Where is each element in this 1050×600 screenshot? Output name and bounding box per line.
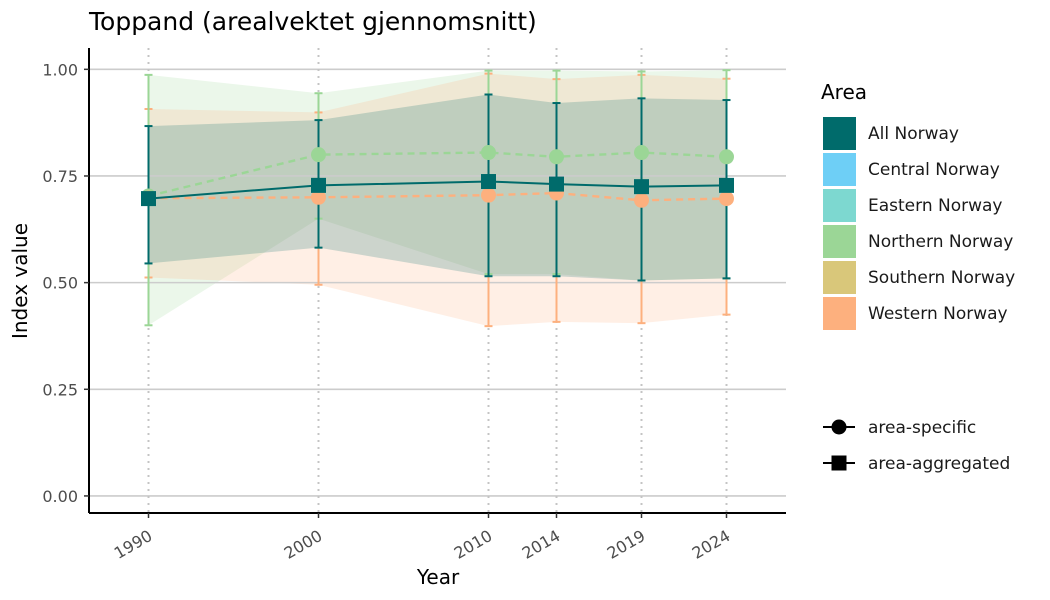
series-lines [148, 151, 727, 202]
line-northern-norway [148, 151, 727, 198]
legend-label-southern-norway: Southern Norway [868, 268, 1015, 288]
point-northern-norway [549, 149, 564, 165]
legend-shape-area-specific [831, 419, 847, 435]
axes [84, 48, 786, 518]
x-tick-label: 2019 [604, 526, 649, 563]
point-northern-norway [311, 147, 326, 163]
legend-shape-label-area-aggregated: area-aggregated [868, 454, 1010, 474]
point-all-norway [141, 191, 156, 207]
legend-swatch-all-norway [823, 117, 856, 150]
legend-shape-label-area-specific: area-specific [868, 418, 976, 438]
legend-title: Area [821, 80, 867, 104]
y-tick-label: 0.75 [42, 167, 78, 186]
point-northern-norway [634, 145, 649, 161]
point-western-norway [634, 192, 649, 208]
band-northern-norway [148, 70, 727, 326]
x-tick-label: 2010 [451, 526, 496, 563]
y-axis-title: Index value [8, 223, 32, 339]
confidence-bands [148, 70, 727, 327]
legend-swatch-northern-norway [823, 225, 856, 258]
legend-label-central-norway: Central Norway [868, 160, 1000, 180]
point-all-norway [634, 179, 649, 195]
line-all-norway [148, 180, 727, 200]
legend-swatch-western-norway [823, 297, 856, 330]
point-northern-norway [481, 145, 496, 161]
legend-label-all-norway: All Norway [868, 124, 959, 144]
legend-label-western-norway: Western Norway [868, 304, 1008, 324]
legend-shape-area-aggregated [831, 455, 847, 471]
x-tick-label: 2024 [689, 526, 734, 563]
legend-swatch-central-norway [823, 153, 856, 186]
legend-swatch-eastern-norway [823, 189, 856, 222]
y-tick-label: 0.00 [42, 487, 78, 506]
y-tick-label: 1.00 [42, 60, 78, 79]
x-tick-label: 1990 [111, 526, 156, 563]
x-axis-title: Year [416, 565, 460, 589]
chart-title: Toppand (arealvektet gjennomsnitt) [88, 7, 537, 36]
legend-label-eastern-norway: Eastern Norway [868, 196, 1003, 216]
data-points [141, 145, 734, 208]
point-western-norway [311, 189, 326, 205]
y-tick-label: 0.50 [42, 274, 78, 293]
point-all-norway [481, 174, 496, 190]
x-tick-label: 2000 [281, 526, 326, 563]
point-western-norway [719, 191, 734, 207]
band-all-norway [148, 94, 727, 281]
point-all-norway [311, 177, 326, 193]
point-all-norway [549, 176, 564, 192]
y-tick-label: 0.25 [42, 380, 78, 399]
point-all-norway [719, 177, 734, 193]
band-western-norway [148, 73, 727, 327]
x-tick-label: 2014 [519, 526, 564, 563]
point-northern-norway [719, 149, 734, 165]
line-western-norway [148, 191, 727, 202]
legend-label-northern-norway: Northern Norway [868, 232, 1013, 252]
legend-swatch-southern-norway [823, 261, 856, 294]
point-western-norway [481, 187, 496, 203]
